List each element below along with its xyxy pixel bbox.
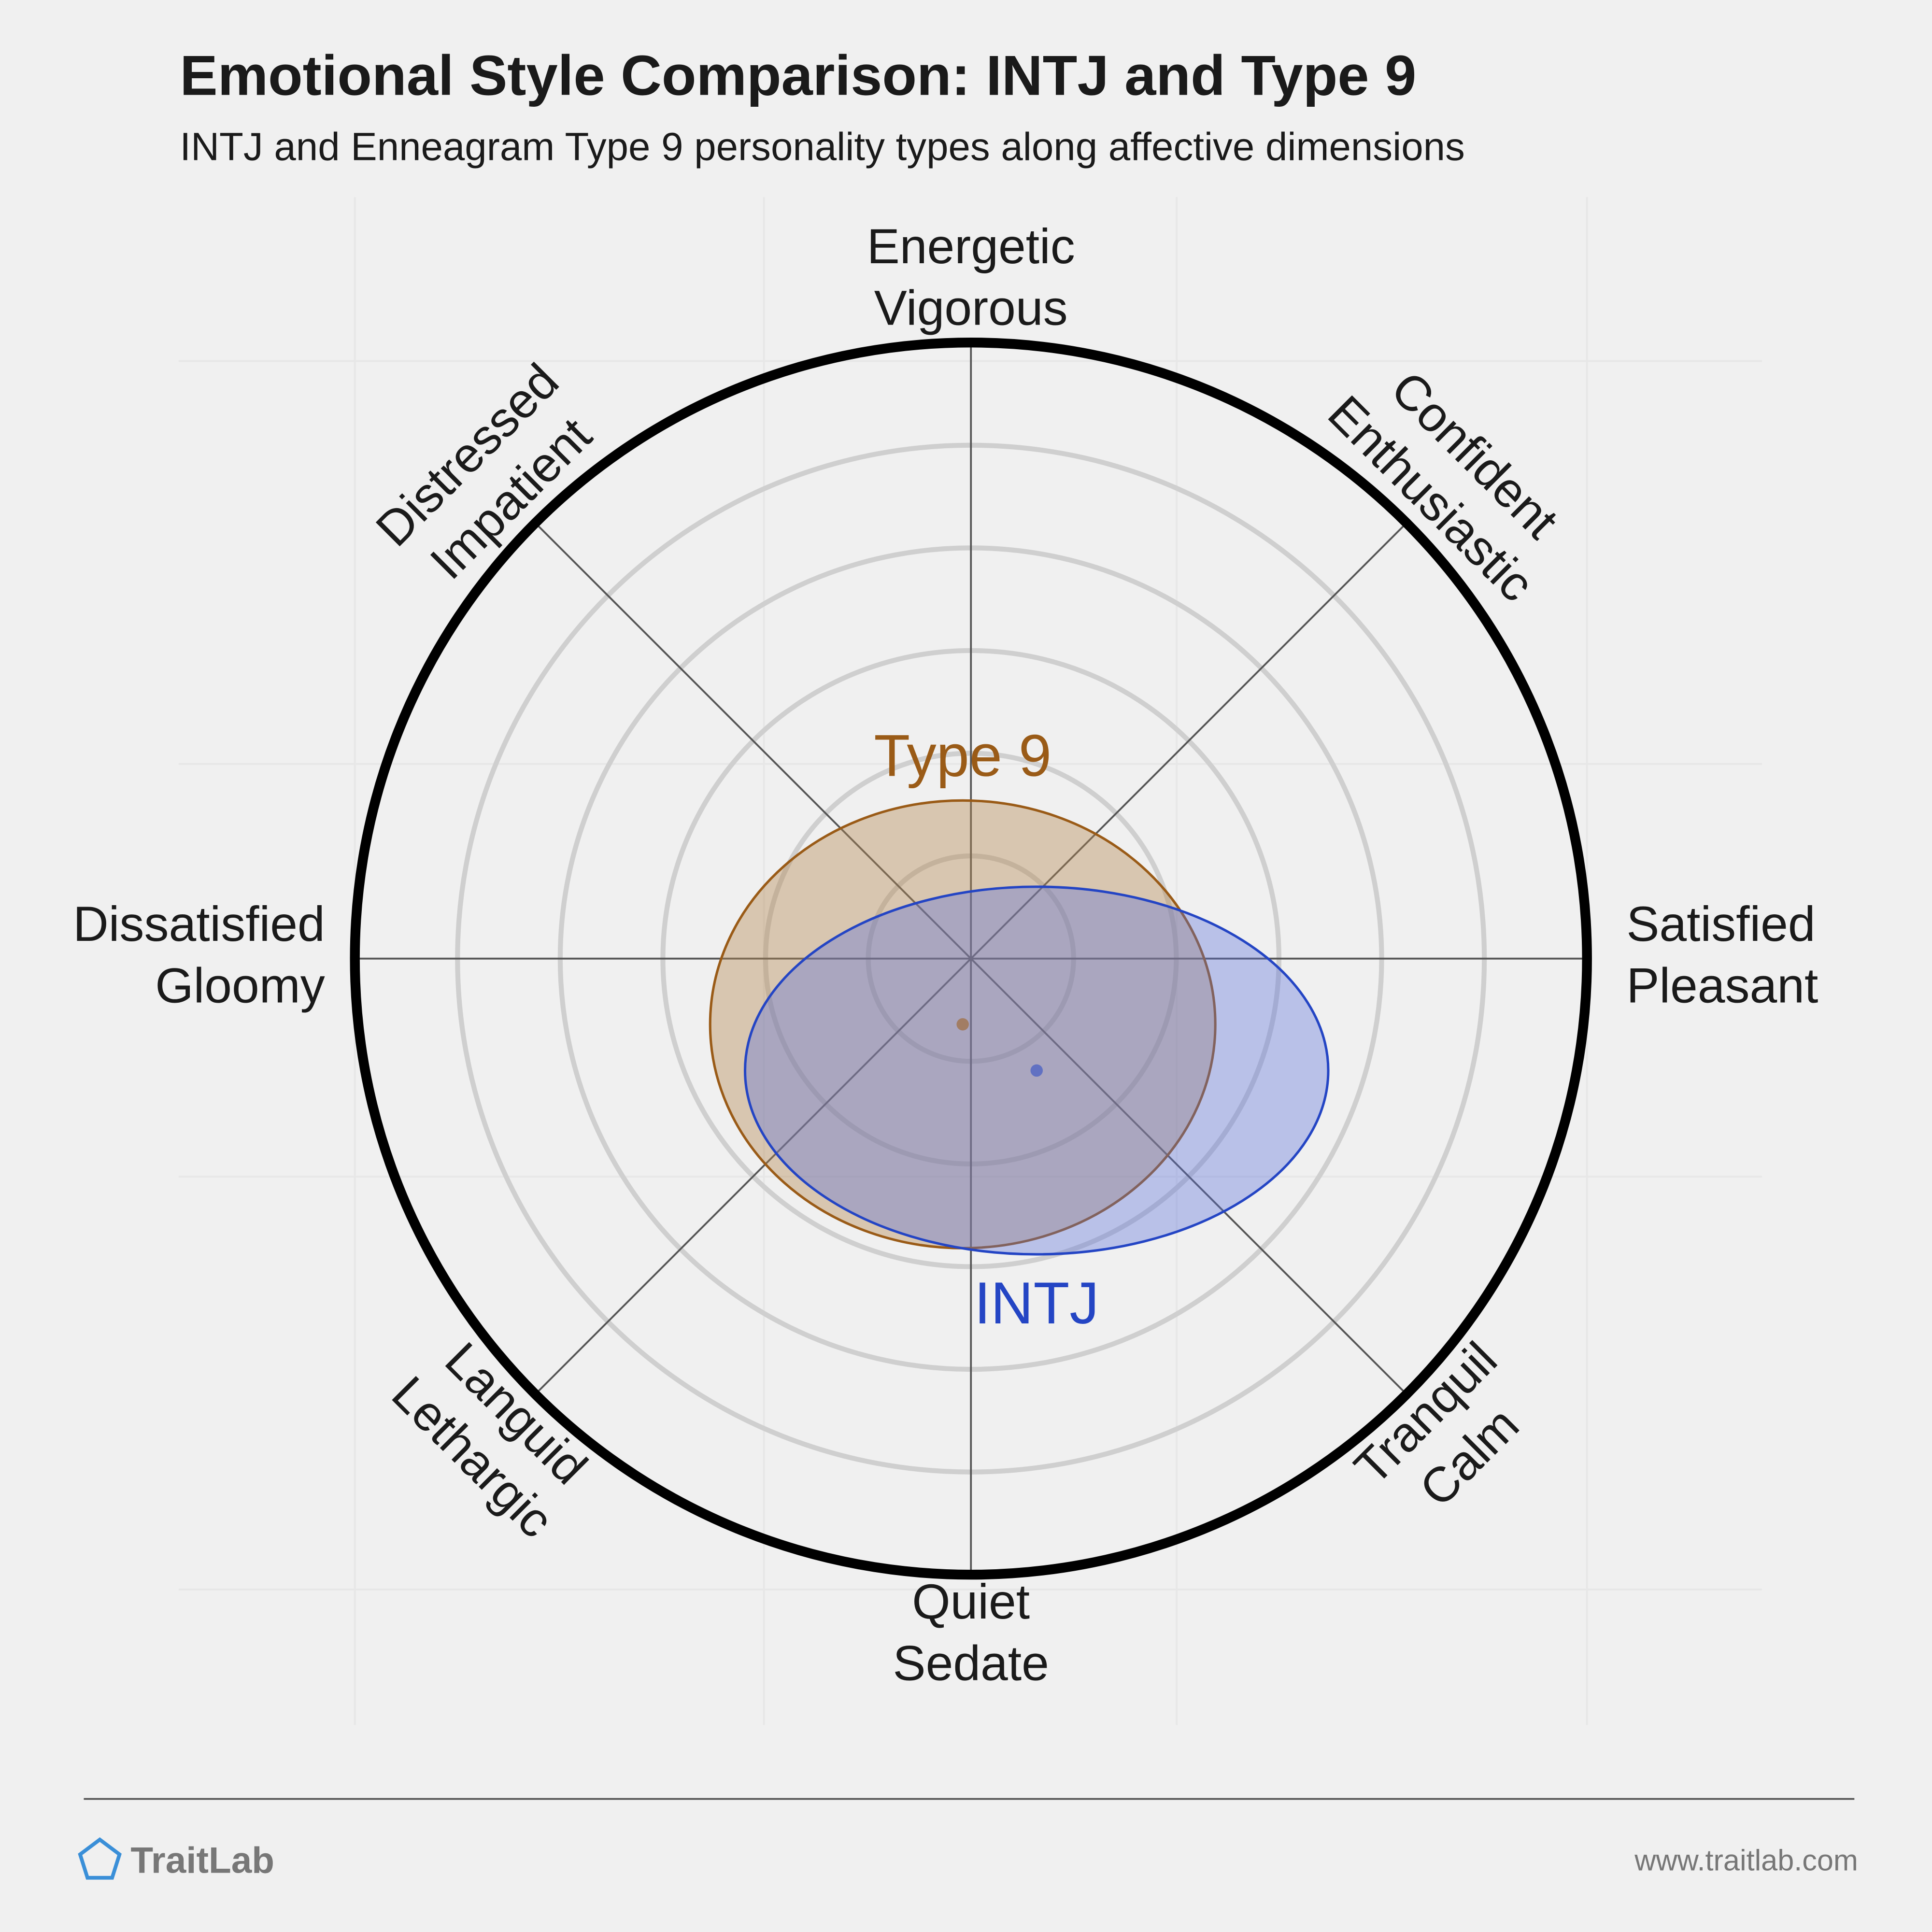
axis-label-line: Vigorous <box>874 280 1068 335</box>
axis-label: Dissatisfied Gloomy <box>73 896 325 1013</box>
axis-label-line: Quiet <box>912 1574 1030 1629</box>
url: www.traitlab.com <box>1634 1844 1858 1876</box>
chart-title: Emotional Style Comparison: INTJ and Typ… <box>180 43 1416 107</box>
series-label: INTJ <box>974 1270 1099 1336</box>
axis-label-line: Sedate <box>893 1635 1049 1690</box>
axis-label-line: Gloomy <box>155 958 325 1013</box>
axis-label-line: Energetic <box>867 219 1075 274</box>
axis-label-line: Satisfied <box>1626 896 1815 952</box>
brand: TraitLab <box>130 1840 274 1881</box>
axis-label: Satisfied Pleasant <box>1626 896 1818 1013</box>
axis-line <box>534 522 1407 1395</box>
axis-label: Quiet Sedate <box>893 1574 1049 1691</box>
outer-ring <box>350 337 1592 1580</box>
axis-label-line: Dissatisfied <box>73 896 325 952</box>
plot: SatisfiedPleasantConfidentEnthusiasticEn… <box>73 219 1818 1691</box>
axis-label: Energetic Vigorous <box>867 219 1075 336</box>
logo-icon <box>78 1837 122 1880</box>
chart-subtitle: INTJ and Enneagram Type 9 personality ty… <box>180 125 1464 169</box>
series-center <box>1030 1064 1043 1077</box>
series-label: Type 9 <box>874 722 1051 788</box>
axis-label-line: Pleasant <box>1626 958 1818 1013</box>
series-center <box>956 1018 969 1031</box>
